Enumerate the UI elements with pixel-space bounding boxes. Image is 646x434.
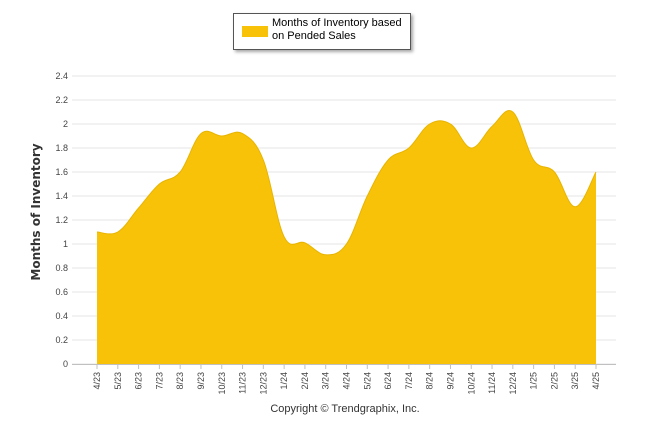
series-area	[97, 110, 596, 364]
x-tick-label: 4/25	[591, 372, 601, 390]
x-tick-label: 9/24	[445, 372, 455, 390]
y-tick-label: 0.2	[55, 335, 68, 345]
x-tick-label: 2/25	[549, 372, 559, 390]
y-tick-label: 1.2	[55, 215, 68, 225]
axes	[72, 364, 616, 369]
y-tick-labels: 0 0.2 0.4 0.6 0.8 1 1.2 1.4 1.6 1.8 2 2.2 2.4	[55, 71, 68, 369]
legend-swatch	[242, 26, 268, 37]
legend-label: Months of Inventory based on Pended Sale…	[272, 17, 402, 42]
y-tick-label: 2	[63, 119, 68, 129]
y-tick-label: 1	[63, 239, 68, 249]
x-tick-label: 10/23	[217, 372, 227, 395]
x-tick-label: 12/24	[508, 372, 518, 395]
x-tick-label: 3/24	[321, 372, 331, 390]
x-tick-label: 6/23	[134, 372, 144, 390]
x-tick-label: 11/24	[487, 372, 497, 394]
x-tick-label: 8/24	[425, 372, 435, 390]
x-tick-label: 7/24	[404, 372, 414, 390]
x-tick-label: 6/24	[383, 372, 393, 390]
y-tick-label: 1.4	[55, 191, 68, 201]
x-tick-label: 5/23	[113, 372, 123, 390]
y-tick-label: 2.2	[55, 95, 68, 105]
y-tick-label: 0.4	[55, 311, 68, 321]
x-tick-label: 11/23	[238, 372, 248, 394]
x-tick-label: 1/25	[529, 372, 539, 390]
y-tick-label: 2.4	[55, 71, 68, 81]
x-tick-label: 5/24	[362, 372, 372, 390]
x-tick-label: 12/23	[258, 372, 268, 395]
copyright-text: Copyright © Trendgraphix, Inc.	[270, 403, 420, 415]
x-tick-label: 4/24	[342, 372, 352, 390]
y-tick-label: 0.8	[55, 263, 68, 273]
data-area	[96, 110, 597, 364]
legend: Months of Inventory based on Pended Sale…	[233, 13, 411, 50]
y-tick-label: 0	[63, 359, 68, 369]
x-tick-label: 7/23	[154, 372, 164, 390]
x-tick-label: 1/24	[279, 372, 289, 390]
x-tick-label: 10/24	[466, 372, 476, 395]
y-axis-label: Months of Inventory	[29, 143, 43, 281]
x-tick-label: 2/24	[300, 372, 310, 390]
x-tick-labels: 4/23 5/23 6/23 7/23 8/23 9/23 10/23 11/23 12/23 1…	[92, 372, 601, 395]
x-tick-label: 3/25	[570, 372, 580, 390]
x-tick-label: 4/23	[92, 372, 102, 390]
y-tick-label: 1.6	[55, 167, 68, 177]
x-tick-label: 9/23	[196, 372, 206, 390]
y-tick-label: 0.6	[55, 287, 68, 297]
y-tick-label: 1.8	[55, 143, 68, 153]
x-tick-label: 8/23	[175, 372, 185, 390]
